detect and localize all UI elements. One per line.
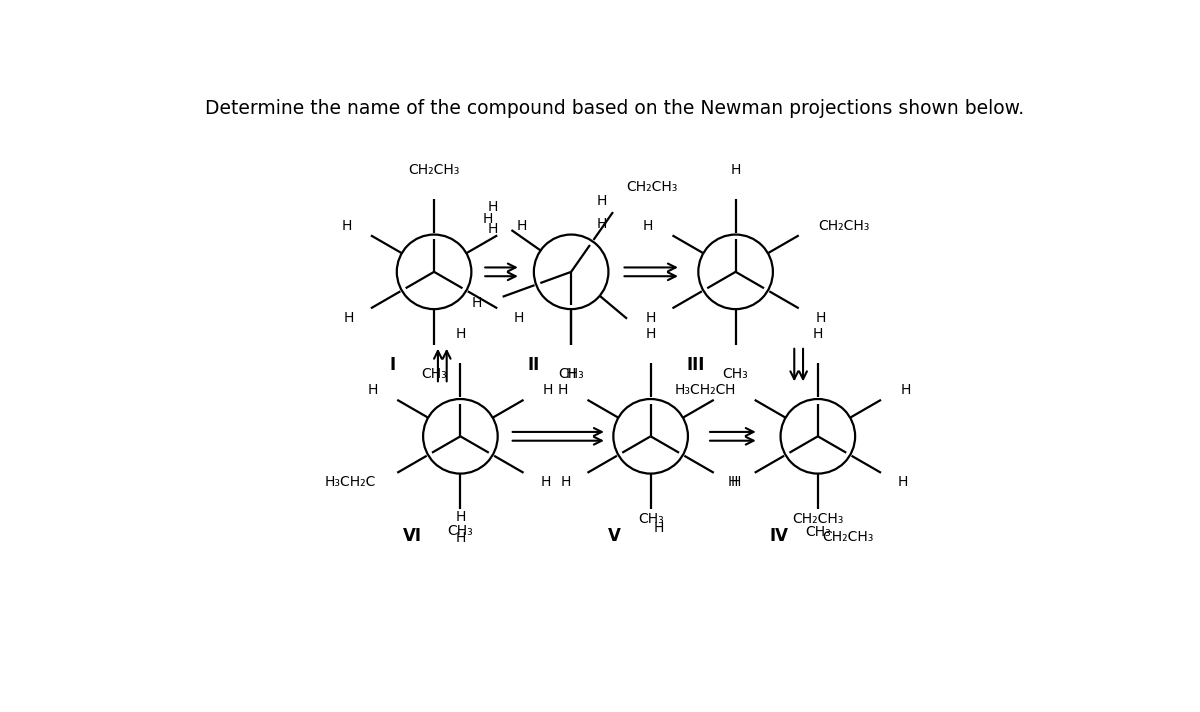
Text: H: H (482, 212, 493, 226)
Text: CH₂CH₃: CH₂CH₃ (408, 163, 460, 177)
Text: H: H (596, 216, 607, 231)
Text: Determine the name of the compound based on the Newman projections shown below.: Determine the name of the compound based… (205, 99, 1025, 118)
Circle shape (424, 399, 498, 473)
Text: H: H (516, 219, 527, 233)
Text: CH₃: CH₃ (805, 525, 830, 539)
Text: H: H (566, 367, 576, 381)
Circle shape (534, 234, 608, 309)
Text: CH₂CH₃: CH₂CH₃ (626, 179, 678, 194)
Text: H: H (731, 476, 740, 489)
Text: H: H (455, 328, 466, 342)
Text: H: H (487, 221, 498, 236)
Text: CH₃: CH₃ (722, 367, 749, 381)
Text: H: H (815, 311, 826, 325)
Text: H: H (455, 531, 466, 545)
Text: I: I (390, 356, 396, 374)
Text: H: H (472, 296, 482, 310)
Text: CH₂CH₃: CH₂CH₃ (822, 530, 874, 543)
Text: H₃CH₂C: H₃CH₂C (674, 383, 726, 397)
Text: H: H (540, 476, 551, 489)
Text: H: H (725, 383, 736, 397)
Text: CH₃: CH₃ (558, 367, 584, 381)
Text: H: H (731, 163, 740, 177)
Text: H: H (558, 383, 568, 397)
Circle shape (698, 234, 773, 309)
Text: III: III (686, 356, 706, 374)
Text: H: H (812, 328, 823, 342)
Text: II: II (528, 356, 540, 374)
Text: H: H (727, 476, 738, 489)
Text: CH₂CH₃: CH₂CH₃ (792, 511, 844, 525)
Text: CH₃: CH₃ (421, 367, 446, 381)
Circle shape (780, 399, 856, 473)
Text: CH₃: CH₃ (448, 523, 473, 538)
Text: H: H (898, 476, 908, 489)
Text: V: V (607, 527, 620, 545)
Text: IV: IV (770, 527, 788, 545)
Text: H: H (560, 476, 571, 489)
Text: H: H (487, 199, 498, 214)
Circle shape (613, 399, 688, 473)
Circle shape (397, 234, 472, 309)
Text: H: H (341, 219, 352, 233)
Text: H₃CH₂C: H₃CH₂C (325, 476, 377, 489)
Text: H: H (900, 383, 911, 397)
Text: H: H (455, 511, 466, 525)
Text: CH₃: CH₃ (637, 511, 664, 525)
Text: H: H (646, 328, 656, 342)
Text: H: H (542, 383, 553, 397)
Text: H: H (646, 311, 656, 325)
Text: H: H (514, 311, 524, 325)
Text: H: H (596, 194, 607, 209)
Text: H: H (643, 219, 653, 233)
Text: H: H (344, 311, 354, 325)
Text: CH₂CH₃: CH₂CH₃ (818, 219, 870, 233)
Text: H: H (367, 383, 378, 397)
Text: VI: VI (403, 527, 421, 545)
Text: H: H (653, 521, 664, 535)
